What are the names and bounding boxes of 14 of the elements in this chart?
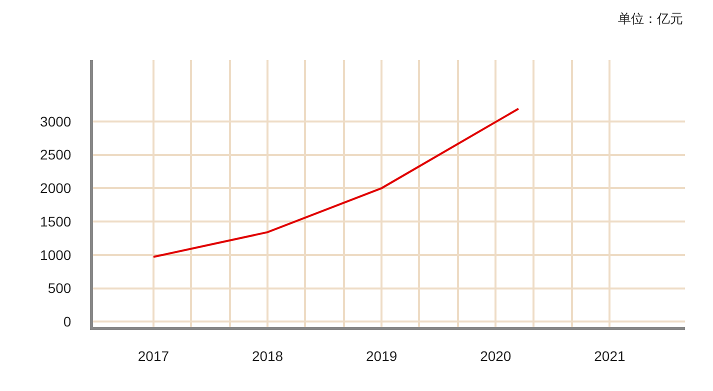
x-tick-label: 2019	[366, 348, 398, 364]
y-tick-label: 3000	[40, 113, 72, 130]
y-tick-label: 500	[48, 280, 72, 296]
y-tick-label: 1000	[40, 246, 72, 263]
y-tick-label: 1500	[40, 213, 72, 230]
text: 单位：亿元	[618, 11, 683, 26]
x-tick-label: 2018	[252, 348, 284, 364]
y-tick-label: 0	[63, 314, 72, 330]
y-tick-label: 2500	[40, 146, 72, 163]
y-tick-label: 2000	[40, 180, 72, 196]
line-series	[152, 108, 520, 258]
x-tick-label: 2017	[138, 348, 170, 364]
x-tick-label: 2021	[594, 348, 626, 364]
x-tick-label: 2020	[480, 348, 512, 364]
